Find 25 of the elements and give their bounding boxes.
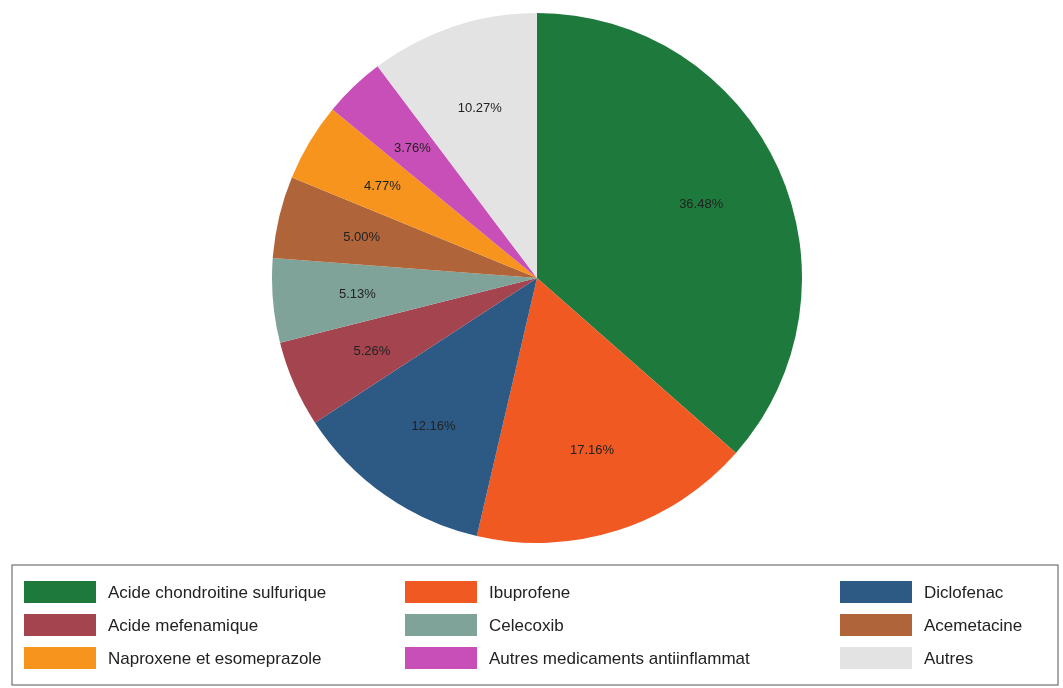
pie-slice xyxy=(332,66,537,278)
pie-slice xyxy=(272,177,537,278)
pie-slice xyxy=(315,278,537,537)
data-label: 4.77% xyxy=(363,177,402,193)
pie-slice xyxy=(272,258,537,343)
legend-label: Autres xyxy=(924,648,974,668)
legend-label: Acide chondroitine sulfurique xyxy=(108,582,327,602)
legend-label: Diclofenac xyxy=(924,582,1004,602)
data-label: 5.26% xyxy=(353,342,391,358)
legend-label: Celecoxib xyxy=(489,615,564,635)
data-label: 36.48% xyxy=(679,196,724,212)
pie-slice xyxy=(537,13,802,454)
legend-label: Naproxene et esomeprazole xyxy=(108,648,322,668)
legend-label: Ibuprofene xyxy=(489,582,571,602)
legend-label: Acemetacine xyxy=(924,615,1023,635)
data-label: 5.13% xyxy=(339,285,377,301)
pie-slice xyxy=(280,278,537,423)
legend-label: Autres medicaments antiinflammat xyxy=(489,648,751,668)
legend-label: Acide mefenamique xyxy=(108,615,259,635)
data-label: 17.16% xyxy=(569,442,615,458)
data-label: 5.00% xyxy=(343,229,381,245)
data-label: 10.27% xyxy=(457,99,503,115)
data-label: 12.16% xyxy=(411,418,457,434)
pie-slice xyxy=(476,278,736,543)
data-label: 3.76% xyxy=(393,140,432,156)
